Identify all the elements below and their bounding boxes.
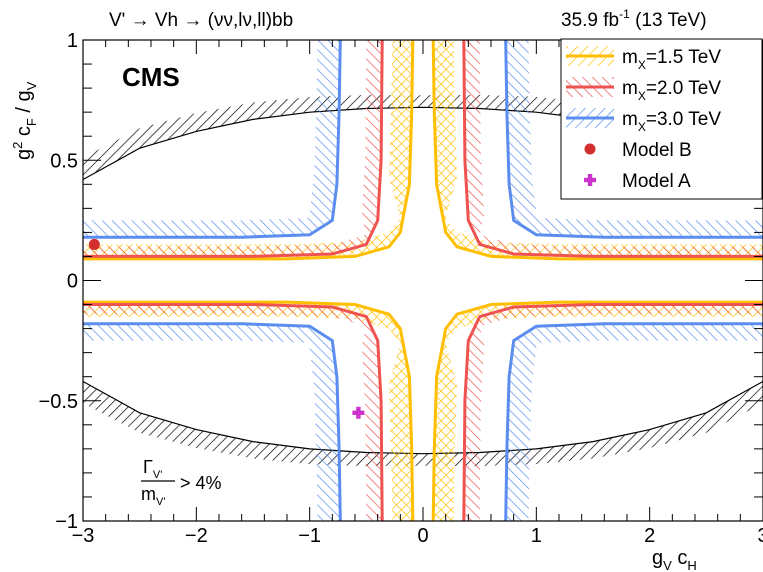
contour-1.5: [83, 300, 415, 521]
band-3.0-hatch: [505, 323, 763, 521]
contour-2.0: [83, 40, 384, 258]
x-axis-label: gV cH: [652, 547, 697, 572]
legend-entry: Model A: [584, 171, 691, 192]
width-contour-band: [83, 381, 763, 467]
legend-label: mX=1.5 TeV: [622, 47, 721, 72]
contour-3.0: [83, 322, 342, 521]
legend-label: mX=2.0 TeV: [622, 78, 721, 103]
contour-1.5: [431, 300, 763, 521]
contour-1.5: [83, 40, 415, 261]
x-tick-label: 3: [757, 525, 763, 547]
x-tick-label: −2: [185, 525, 208, 547]
lumi-label: 35.9 fb-1 (13 TeV): [561, 7, 707, 31]
y-tick-label: 0: [67, 271, 78, 293]
width-contour-line: [83, 380, 763, 455]
legend-label: Model A: [622, 171, 691, 192]
band-3.0-hatch: [83, 323, 341, 521]
y-tick-label: 1: [67, 30, 78, 52]
legend-entry: Model B: [584, 140, 692, 161]
exclusion-bands: [83, 40, 763, 521]
contour-3.0: [83, 40, 342, 239]
width-numerator: ΓV': [143, 457, 162, 481]
marker-model-a: [352, 406, 365, 419]
contour-3.0: [504, 322, 763, 521]
contour-3.0: [504, 40, 763, 239]
band-3.0-hatch: [505, 40, 763, 238]
x-tick-label: 1: [531, 525, 542, 547]
contour-2.0: [83, 303, 384, 521]
legend-label: mX=3.0 TeV: [622, 109, 721, 134]
legend: mX=1.5 TeV mX=2.0 TeV mX=3.0 TeV Model B Mod…: [560, 38, 763, 200]
contour-2.0: [462, 40, 763, 258]
width-denominator: mV': [141, 484, 165, 508]
y-tick-label: −0.5: [39, 391, 78, 413]
legend-entry: mX=2.0 TeV: [566, 77, 721, 103]
marker-model-b: [88, 238, 100, 250]
band-cross-hatch: [83, 302, 413, 521]
width-annotation: ΓV' mV' > 4%: [141, 457, 222, 508]
contour-1.5: [431, 40, 763, 261]
legend-swatch-circle: [584, 143, 596, 155]
contour-2.0: [462, 303, 763, 521]
x-tick-label: −1: [298, 525, 321, 547]
chart-title: V' → Vh → (νν,lν,ll)bb: [109, 10, 293, 31]
benchmark-markers: [88, 238, 365, 419]
y-axis-label: g2 cF / gV: [10, 81, 39, 160]
band-cross-hatch: [433, 40, 763, 259]
legend-label: Model B: [622, 140, 692, 161]
x-tick-label: 2: [644, 525, 655, 547]
legend-swatch-cross-v: [587, 174, 593, 186]
band-cross-hatch: [83, 40, 413, 259]
y-tick-label: 0.5: [50, 150, 78, 172]
axis-ticks: −3 −2 −1 0 1 2 3 −1 −0.5 0 0.5 1: [39, 30, 763, 547]
band-3.0-hatch: [83, 40, 341, 238]
experiment-label: CMS: [122, 62, 180, 92]
legend-entry: mX=1.5 TeV: [566, 46, 721, 72]
y-tick-label: −1: [55, 511, 78, 533]
width-threshold: > 4%: [180, 473, 222, 493]
legend-entry: mX=3.0 TeV: [566, 108, 721, 134]
band-cross-hatch: [433, 302, 763, 521]
x-tick-label: −3: [72, 525, 95, 547]
x-tick-label: 0: [417, 525, 428, 547]
